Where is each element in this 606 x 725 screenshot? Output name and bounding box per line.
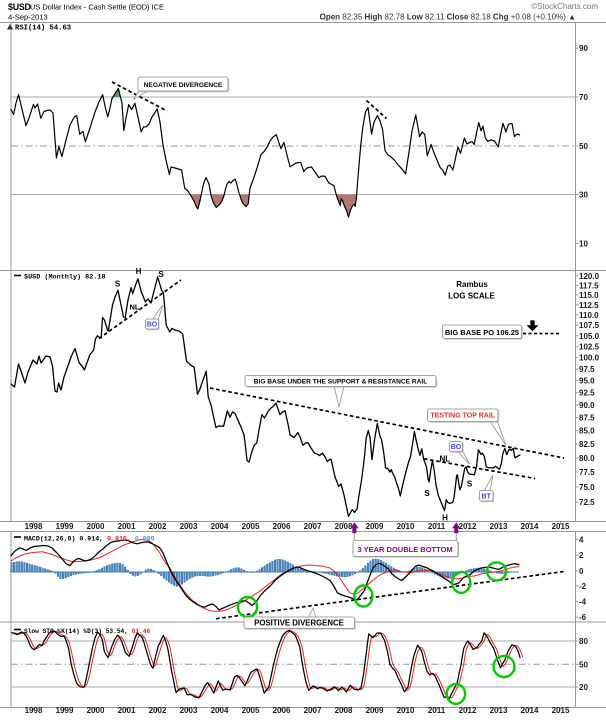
svg-text:2003: 2003 [180,522,198,531]
svg-text:90.0: 90.0 [579,401,595,410]
svg-text:2007: 2007 [304,706,322,715]
svg-text:117.5: 117.5 [579,281,599,290]
svg-text:77.5: 77.5 [579,468,595,477]
svg-text:107.5: 107.5 [579,321,600,330]
svg-text:2010: 2010 [397,522,415,531]
svg-text:S: S [115,280,121,289]
svg-text:NL: NL [130,303,140,312]
svg-text:112.5: 112.5 [579,301,599,310]
svg-text:20: 20 [579,683,588,692]
svg-text:92.5: 92.5 [579,389,595,398]
svg-text:2002: 2002 [149,706,167,715]
svg-text:80: 80 [579,637,588,646]
svg-text:S: S [158,270,164,279]
svg-text:102.5: 102.5 [579,343,600,352]
svg-text:BT: BT [482,494,492,501]
svg-text:1999: 1999 [56,706,74,715]
svg-text:2004: 2004 [211,706,229,715]
svg-text:1998: 1998 [25,706,43,715]
svg-text:70: 70 [579,93,588,102]
svg-text:H: H [442,514,448,523]
svg-text:2014: 2014 [521,522,539,531]
svg-text:2000: 2000 [87,522,105,531]
svg-text:BIG BASE PO 106.25: BIG BASE PO 106.25 [445,328,519,337]
svg-text:2001: 2001 [118,706,136,715]
svg-text:2009: 2009 [366,706,384,715]
svg-text:NL: NL [439,455,450,464]
svg-text:50: 50 [579,142,588,151]
svg-text:2011: 2011 [428,706,446,715]
svg-text:2015: 2015 [552,522,570,531]
svg-text:2006: 2006 [273,706,291,715]
svg-text:©StockCharts.com: ©StockCharts.com [531,2,598,11]
svg-text:$USD: $USD [8,2,31,12]
svg-text:2015: 2015 [552,706,570,715]
svg-text:4-Sep-2013: 4-Sep-2013 [8,13,48,22]
svg-text:Slow STO %K(14) %D(3) 53.54, 6: Slow STO %K(14) %D(3) 53.54, 61.46 [24,628,151,635]
svg-text:110.0: 110.0 [579,311,599,320]
svg-text:115.0: 115.0 [579,291,599,300]
svg-text:POSITIVE DIVERGENCE: POSITIVE DIVERGENCE [254,619,344,628]
svg-text:2004: 2004 [211,522,229,531]
svg-text:2001: 2001 [118,522,136,531]
svg-text:2012: 2012 [459,522,477,531]
svg-text:2007: 2007 [304,522,322,531]
svg-text:10: 10 [579,240,588,249]
svg-text:-6: -6 [579,613,587,622]
svg-text:50: 50 [579,660,588,669]
svg-text:3 YEAR DOUBLE BOTTOM: 3 YEAR DOUBLE BOTTOM [358,545,453,554]
svg-text:85.0: 85.0 [579,427,595,436]
svg-text:0: 0 [579,567,584,576]
svg-text:H: H [136,267,142,276]
svg-text:S: S [424,489,430,498]
svg-text:$USD (Monthly) 82.18: $USD (Monthly) 82.18 [24,274,106,282]
svg-text:2010: 2010 [397,706,415,715]
svg-text:US Dollar Index - Cash Settle: US Dollar Index - Cash Settle (EOD) ICE [30,3,164,12]
svg-text:S: S [467,480,473,489]
svg-text:105.0: 105.0 [579,332,600,341]
svg-text:Open 82.35 High 82.78 Low 82.1: Open 82.35 High 82.78 Low 82.11 Close 82… [320,13,576,22]
svg-text:BO: BO [147,322,158,329]
svg-text:87.5: 87.5 [579,414,595,423]
svg-text:97.5: 97.5 [579,365,595,374]
svg-text:BO: BO [451,444,462,451]
svg-text:2005: 2005 [242,522,260,531]
svg-text:2009: 2009 [366,522,384,531]
svg-text:90: 90 [579,44,588,53]
svg-text:LOG SCALE: LOG SCALE [448,292,495,301]
svg-text:-4: -4 [579,598,587,607]
svg-text:BIG BASE UNDER THE SUPPORT & R: BIG BASE UNDER THE SUPPORT & RESISTANCE … [254,379,428,386]
svg-text:95.0: 95.0 [579,377,595,386]
svg-text:75.0: 75.0 [579,483,595,492]
svg-text:2000: 2000 [87,706,105,715]
svg-text:2013: 2013 [490,706,508,715]
svg-text:80.0: 80.0 [579,454,595,463]
svg-text:Rambus: Rambus [456,280,488,289]
svg-text:2003: 2003 [180,706,198,715]
svg-text:NEGATIVE DIVERGENCE: NEGATIVE DIVERGENCE [144,82,223,89]
svg-text:120.0: 120.0 [579,272,600,281]
svg-text:82.5: 82.5 [579,440,595,449]
svg-text:MACD(12,26,9) 0.914, 0.816, 0.: MACD(12,26,9) 0.914, 0.816, 0.099 [24,536,155,543]
svg-text:2011: 2011 [428,522,446,531]
svg-text:2008: 2008 [335,706,353,715]
svg-text:2005: 2005 [242,706,260,715]
svg-text:100.0: 100.0 [579,354,600,363]
svg-text:2014: 2014 [521,706,539,715]
svg-text:RSI(14) 54.63: RSI(14) 54.63 [15,25,71,33]
svg-text:2008: 2008 [335,522,353,531]
svg-text:2013: 2013 [490,522,508,531]
svg-text:2: 2 [579,551,584,560]
svg-text:TESTING TOP RAIL: TESTING TOP RAIL [430,413,495,420]
svg-text:4: 4 [579,536,584,545]
svg-text:1999: 1999 [56,522,74,531]
svg-text:2006: 2006 [273,522,291,531]
svg-text:2002: 2002 [149,522,167,531]
svg-text:30: 30 [579,191,588,200]
svg-text:1998: 1998 [25,522,43,531]
svg-text:72.5: 72.5 [579,498,595,507]
svg-text:-2: -2 [579,582,587,591]
svg-text:2012: 2012 [459,706,477,715]
